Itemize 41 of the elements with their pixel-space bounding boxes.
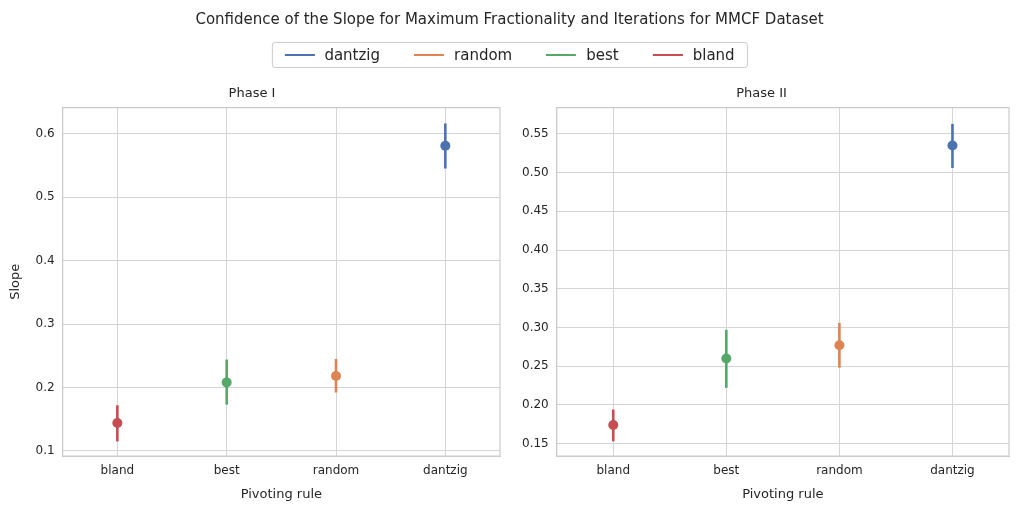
x-tick-label: dantzig — [930, 463, 975, 478]
legend-label: dantzig — [324, 46, 381, 64]
legend-label: bland — [692, 46, 735, 64]
point — [331, 371, 342, 382]
y-tick-label: 0.4 — [35, 252, 55, 267]
y-tick-label: 0.45 — [522, 203, 549, 218]
y-tick-label: 0.20 — [522, 397, 549, 412]
x-tick-label: best — [713, 463, 740, 478]
text: Confidence of the Slope for Maximum Fractionality and Iterations for MMCF Dataset — [194, 10, 825, 28]
x-axis-title: Pivoting rule — [240, 485, 323, 501]
y-tick-label: 0.30 — [522, 319, 549, 334]
y-tick-label: 0.6 — [35, 125, 55, 140]
x-tick-label: best — [213, 463, 240, 478]
x-tick-label: random — [312, 463, 360, 478]
chart-title: Phase II — [736, 85, 787, 101]
point — [721, 353, 732, 364]
y-tick-label: 0.55 — [522, 126, 549, 141]
y-tick-label: 0.35 — [522, 280, 549, 295]
y-tick-label: 0.1 — [35, 443, 55, 458]
y-tick-label: 0.50 — [522, 164, 549, 179]
y-tick-label: 0.40 — [522, 242, 549, 257]
x-tick-label: dantzig — [423, 463, 468, 478]
point — [834, 340, 845, 351]
point — [221, 377, 232, 388]
y-axis-title: Slope — [7, 263, 23, 300]
x-tick-label: bland — [100, 463, 135, 478]
legend-label: best — [586, 46, 619, 64]
y-tick-label: 0.15 — [522, 435, 549, 450]
legend-label: random — [454, 46, 513, 64]
y-tick-label: 0.25 — [522, 358, 549, 373]
y-tick-label: 0.3 — [35, 316, 55, 331]
point — [608, 420, 619, 431]
point — [112, 418, 123, 428]
y-tick-label: 0.2 — [35, 379, 55, 394]
point — [947, 140, 958, 151]
x-tick-label: random — [816, 463, 863, 478]
y-tick-label: 0.5 — [35, 189, 55, 204]
x-axis-title: Pivoting rule — [742, 485, 824, 501]
x-tick-label: bland — [596, 463, 631, 478]
chart-title: Phase I — [228, 85, 276, 101]
point — [440, 140, 451, 151]
